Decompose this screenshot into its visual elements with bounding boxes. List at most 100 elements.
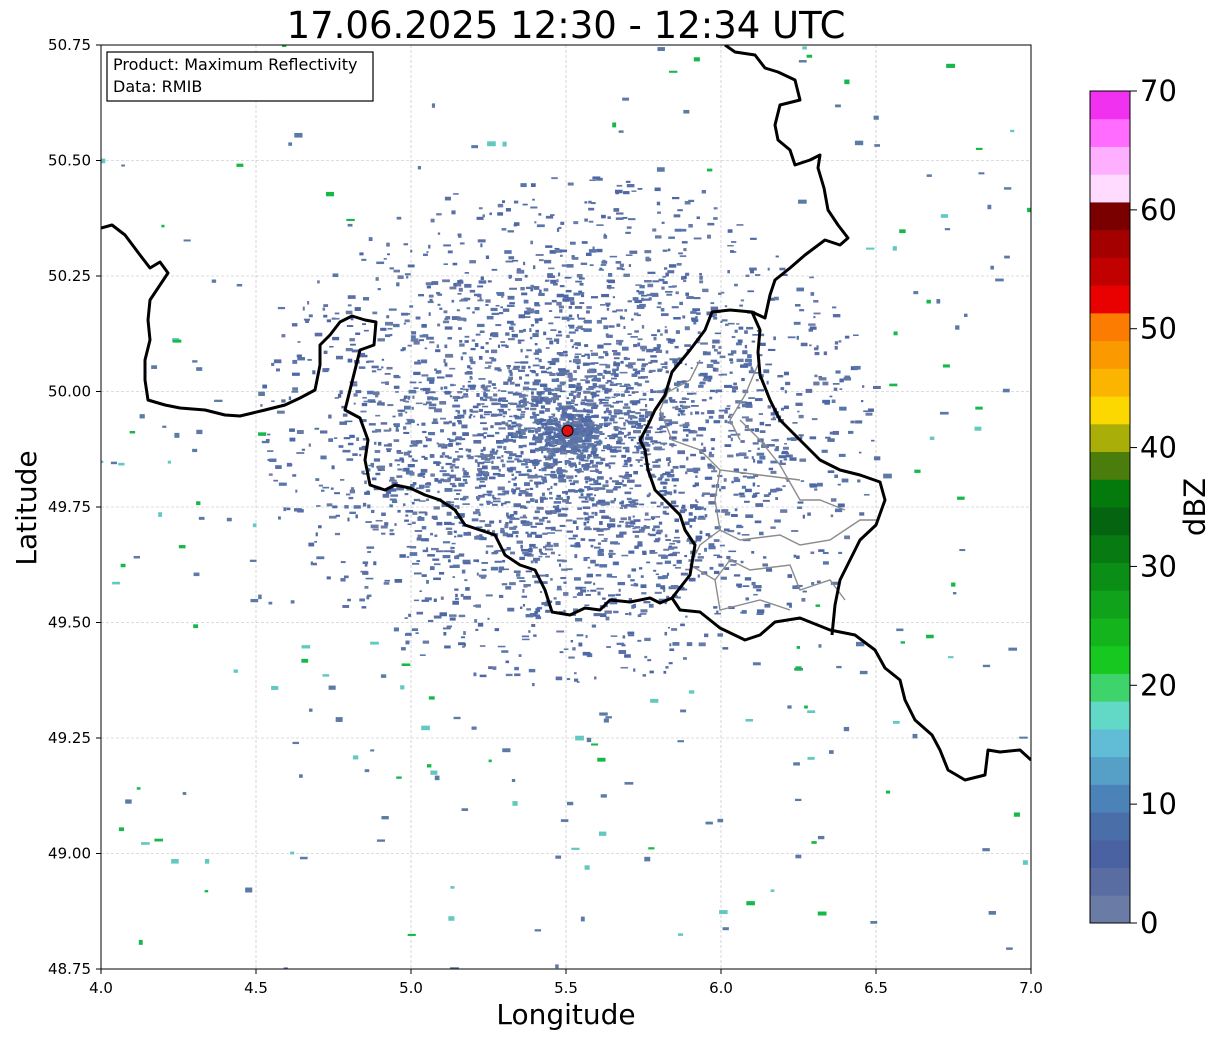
echo-pixel — [418, 484, 425, 489]
echo-pixel — [475, 333, 481, 336]
echo-pixel — [591, 464, 598, 468]
echo-pixel — [606, 489, 614, 493]
echo-pixel — [281, 399, 286, 403]
echo-pixel — [411, 331, 417, 335]
echo-pixel — [1184, 709, 1189, 711]
echo-pixel — [323, 314, 328, 318]
echo-pixel — [452, 404, 461, 408]
echo-pixel — [404, 493, 409, 496]
echo-pixel — [536, 224, 545, 228]
echo-pixel — [484, 523, 492, 527]
echo-pixel — [235, 981, 238, 983]
echo-pixel — [413, 371, 421, 376]
echo-pixel — [491, 460, 494, 464]
echo-pixel — [673, 484, 677, 487]
echo-pixel — [610, 500, 615, 504]
echo-pixel — [550, 578, 553, 581]
echo-pixel — [326, 503, 333, 507]
echo-pixel — [647, 659, 652, 662]
echo-pixel — [418, 516, 422, 521]
echo-pixel — [584, 353, 590, 356]
echo-pixel — [573, 678, 579, 682]
echo-pixel — [669, 648, 675, 652]
echo-pixel — [597, 552, 604, 557]
echo-pixel — [697, 517, 706, 520]
echo-pixel — [418, 294, 424, 297]
echo-pixel — [530, 525, 537, 528]
echo-pixel — [296, 430, 304, 434]
echo-pixel — [546, 520, 551, 524]
echo-pixel — [699, 530, 703, 535]
echo-pixel — [427, 391, 436, 394]
echo-pixel — [498, 427, 506, 430]
echo-pixel — [724, 409, 728, 414]
echo-pixel — [571, 613, 577, 617]
echo-pixel — [586, 438, 592, 443]
echo-pixel — [824, 402, 830, 405]
echo-pixel — [548, 416, 554, 419]
echo-pixel — [689, 525, 693, 528]
echo-pixel — [468, 356, 473, 359]
echo-pixel — [667, 270, 675, 274]
echo-pixel — [337, 393, 342, 398]
echo-pixel — [676, 262, 682, 266]
echo-pixel — [421, 538, 428, 542]
echo-pixel — [506, 533, 514, 538]
echo-pixel — [601, 293, 610, 298]
echo-pixel — [419, 500, 426, 502]
echo-pixel — [619, 427, 626, 430]
echo-pixel — [640, 584, 647, 589]
echo-pixel — [550, 463, 555, 467]
echo-pixel — [463, 631, 466, 635]
echo-pixel — [628, 394, 632, 397]
echo-pixel — [756, 589, 762, 592]
echo-pixel — [513, 365, 521, 368]
echo-pixel — [752, 334, 759, 336]
echo-pixel — [566, 495, 570, 500]
echo-pixel — [807, 756, 815, 760]
echo-pixel — [811, 418, 818, 421]
echo-pixel — [535, 616, 542, 620]
echo-pixel — [580, 294, 585, 298]
echo-pixel — [669, 542, 676, 545]
echo-pixel — [1082, 511, 1090, 515]
echo-pixel — [695, 499, 698, 502]
echo-pixel — [462, 409, 467, 413]
echo-pixel — [752, 662, 761, 666]
echo-pixel — [602, 445, 608, 449]
echo-pixel — [462, 352, 467, 355]
echo-pixel — [69, 609, 76, 612]
echo-pixel — [615, 191, 620, 195]
echo-pixel — [505, 586, 512, 590]
echo-pixel — [765, 424, 771, 427]
echo-pixel — [1212, 766, 1219, 771]
echo-pixel — [591, 427, 597, 430]
echo-pixel — [563, 369, 570, 373]
echo-pixel — [543, 455, 547, 459]
echo-pixel — [450, 967, 459, 969]
echo-pixel — [520, 505, 527, 509]
echo-pixel — [669, 70, 678, 73]
echo-pixel — [715, 509, 721, 513]
echo-pixel — [359, 454, 362, 457]
echo-pixel — [680, 572, 688, 576]
echo-pixel — [531, 398, 539, 403]
echo-pixel — [505, 660, 510, 664]
echo-pixel — [641, 349, 646, 352]
echo-pixel — [649, 533, 656, 537]
echo-pixel — [569, 360, 572, 363]
colorbar-swatch — [1090, 479, 1130, 508]
echo-pixel — [347, 598, 351, 602]
echo-pixel — [544, 387, 551, 392]
echo-pixel — [814, 488, 818, 491]
echo-pixel — [529, 543, 536, 547]
echo-pixel — [621, 644, 626, 647]
echo-pixel — [503, 568, 509, 571]
echo-pixel — [1077, 895, 1080, 900]
echo-pixel — [473, 439, 482, 444]
echo-pixel — [452, 395, 460, 400]
echo-pixel — [442, 473, 450, 477]
echo-pixel — [531, 624, 536, 627]
echo-pixel — [501, 583, 508, 586]
